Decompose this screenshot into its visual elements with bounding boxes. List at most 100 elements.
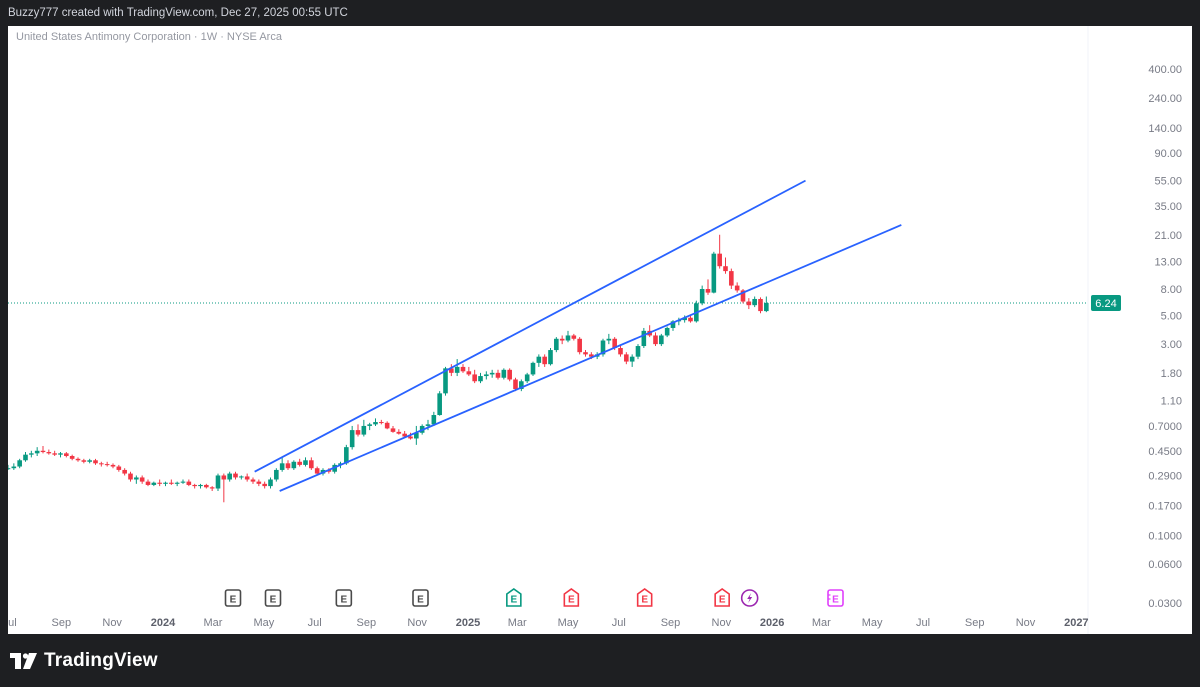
candle-body xyxy=(221,475,227,480)
candle-body xyxy=(274,469,279,480)
candle-body xyxy=(554,338,559,351)
y-tick-label: 21.00 xyxy=(1154,230,1182,242)
candle-body xyxy=(233,473,238,478)
candle xyxy=(227,471,232,482)
candle xyxy=(402,430,407,438)
candle-body xyxy=(58,453,63,455)
candle-body xyxy=(443,368,448,394)
earnings-event-icon: E xyxy=(412,589,429,607)
candle-body xyxy=(764,302,769,312)
candle xyxy=(705,279,711,295)
candle xyxy=(600,338,606,357)
candle-body xyxy=(425,424,431,426)
y-tick-label: 1.80 xyxy=(1161,368,1182,380)
candle-body xyxy=(99,463,104,465)
candle-body xyxy=(227,473,232,480)
tradingview-logo-icon xyxy=(10,653,37,669)
earnings-label: E xyxy=(230,595,237,606)
candle-body xyxy=(717,253,722,267)
candle xyxy=(355,424,361,437)
candle-body xyxy=(128,473,133,480)
candle-body xyxy=(565,335,571,341)
candle xyxy=(513,377,518,392)
earnings-marker xyxy=(224,589,242,607)
chart-panel[interactable]: 400.00 240.00 140.00 90.00 55.00 35.00 21.00 13… xyxy=(8,26,1192,634)
tradingview-wordmark: TradingView xyxy=(44,650,158,671)
trendline-upper-channel xyxy=(254,179,806,473)
candle xyxy=(414,425,419,445)
candle xyxy=(40,445,46,454)
candle xyxy=(198,483,203,489)
candle xyxy=(145,479,151,487)
y-tick-label: 140.00 xyxy=(1148,123,1182,135)
candle xyxy=(163,481,168,487)
candle-body xyxy=(396,431,402,434)
candle xyxy=(379,419,384,425)
candle-body xyxy=(402,433,407,437)
candle xyxy=(268,477,273,489)
candle xyxy=(244,473,250,482)
candle-body xyxy=(163,482,168,484)
candle-body xyxy=(437,393,442,416)
earnings-event-icon: E xyxy=(636,588,653,607)
candle-body xyxy=(17,460,22,467)
earnings-label: E xyxy=(568,595,575,606)
candle-body xyxy=(699,289,705,304)
candle xyxy=(139,475,145,484)
candle-body xyxy=(629,356,635,362)
candle xyxy=(367,422,372,431)
candle-body xyxy=(501,369,507,378)
x-tick-label: May xyxy=(862,617,883,629)
candle xyxy=(285,460,291,470)
y-tick-label: 8.00 xyxy=(1161,284,1182,296)
candle xyxy=(29,450,34,458)
candle xyxy=(740,289,746,304)
candle xyxy=(349,425,355,450)
candle xyxy=(11,463,17,470)
footer-bar: TradingView xyxy=(0,634,1200,687)
candle xyxy=(635,344,641,360)
x-tick-label: 2026 xyxy=(760,617,784,629)
candle xyxy=(431,411,437,426)
tradingview-brand[interactable]: TradingView xyxy=(10,650,158,672)
x-tick-label: Mar xyxy=(508,617,527,629)
candle-body xyxy=(484,374,489,377)
candle xyxy=(186,479,192,487)
candle-body xyxy=(600,340,606,355)
candle-body xyxy=(69,456,75,459)
candle-body xyxy=(40,450,46,453)
candle xyxy=(169,479,174,485)
last-price-label: 6.24 xyxy=(1095,298,1116,310)
symbol-description: United States Antimony Corporation · 1W … xyxy=(16,31,282,43)
candle xyxy=(384,421,390,430)
earnings-event-icon: E xyxy=(335,589,353,607)
candle-body xyxy=(723,266,728,272)
last-price-badge: 6.24 xyxy=(1091,294,1121,311)
earnings-label: E xyxy=(340,595,347,606)
candle xyxy=(309,457,314,470)
candle-body xyxy=(145,481,151,485)
candle xyxy=(629,354,635,367)
candle xyxy=(478,372,483,384)
earnings-event-icon: E xyxy=(224,589,242,607)
attribution-text: Buzzy777 created with TradingView.com, D… xyxy=(8,7,348,19)
candle xyxy=(548,348,553,366)
candle xyxy=(93,458,98,465)
price-chart[interactable]: 400.00 240.00 140.00 90.00 55.00 35.00 21.00 13… xyxy=(8,26,1192,634)
candle-body xyxy=(489,372,495,375)
x-tick-label: Nov xyxy=(1016,617,1036,629)
candle-body xyxy=(542,356,547,365)
candle xyxy=(239,475,244,480)
candle xyxy=(215,473,221,492)
candle-body xyxy=(472,374,477,382)
candle-body xyxy=(612,338,617,349)
candle-body xyxy=(384,422,390,429)
candle xyxy=(530,361,536,377)
candle xyxy=(104,461,110,467)
candle xyxy=(122,468,127,476)
candle xyxy=(221,473,227,503)
candle xyxy=(110,463,116,469)
candle-body xyxy=(303,460,308,465)
candle xyxy=(682,315,687,323)
candle-body xyxy=(758,298,763,312)
